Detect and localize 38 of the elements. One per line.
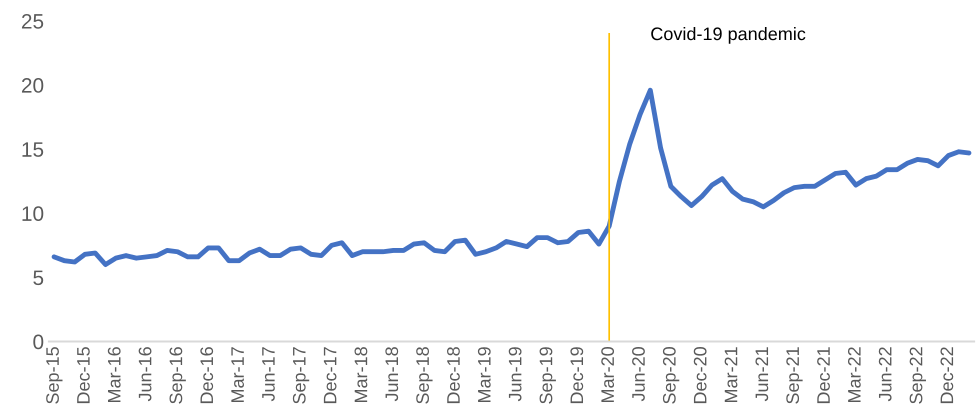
y-tick-label: 10 [22,206,44,222]
x-tick-label: Dec-15 [77,347,90,404]
y-tick-label: 20 [22,78,44,93]
x-tick-label: Jun-18 [385,347,398,402]
x-tick-label: Sep-22 [910,347,926,404]
x-tick-label: Mar-21 [724,347,738,402]
line-series [52,88,972,267]
y-tick-label: 15 [22,142,44,157]
x-tick-label: Mar-16 [108,347,121,402]
x-tick-label: Mar-18 [354,347,368,402]
y-tick-label: 0 [33,334,44,350]
x-tick-label: Sep-17 [292,347,310,404]
x-tick-label: Dec-16 [200,347,214,404]
x-tick-label: Dec-17 [324,347,336,404]
x-tick-label: Sep-20 [662,347,680,404]
x-tick-label: Dec-22 [940,347,954,404]
x-tick-label: Dec-18 [447,347,460,404]
x-tick-label: Jun-20 [632,347,645,402]
x-tick-label: Dec-21 [817,347,830,404]
x-tick-label: Jun-21 [755,347,768,402]
x-tick-label: Jun-17 [262,347,275,402]
y-tick-label: 5 [33,270,44,286]
x-tick-label: Sep-16 [170,347,186,404]
x-tick-label: Mar-19 [478,347,491,402]
y-tick-label: 25 [22,14,44,29]
x-tick-label: Mar-22 [848,347,861,402]
x-tick-label: Mar-17 [231,347,244,402]
x-tick-label: Dec-20 [694,347,707,404]
x-tick-label: Sep-19 [540,347,556,404]
x-tick-label: Jun-22 [878,347,892,402]
x-tick-label: Jun-16 [138,347,152,402]
x-tick-label: Sep-18 [416,347,433,404]
x-tick-label: Sep-21 [786,347,803,404]
x-tick-label: Dec-19 [570,347,584,404]
x-tick-label: Jun-19 [508,347,522,402]
x-tick-label: Sep-15 [46,347,63,404]
ref-line-label: Covid-19 pandemic [651,26,806,44]
x-tick-label: Mar-20 [601,347,614,402]
